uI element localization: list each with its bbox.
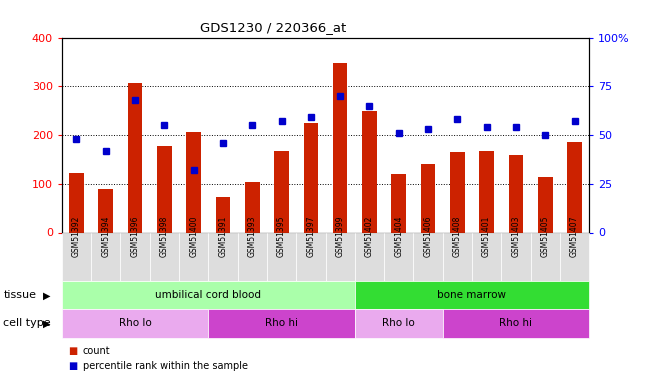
Text: GSM51393: GSM51393 xyxy=(248,215,256,257)
Bar xyxy=(186,132,201,232)
Text: percentile rank within the sample: percentile rank within the sample xyxy=(83,361,247,370)
Bar xyxy=(450,152,465,232)
Text: GSM51398: GSM51398 xyxy=(160,216,169,257)
Text: GSM51407: GSM51407 xyxy=(570,215,579,257)
Text: ▶: ▶ xyxy=(43,318,51,328)
Text: Rho hi: Rho hi xyxy=(499,318,533,328)
Text: ■: ■ xyxy=(68,361,77,370)
Bar xyxy=(421,164,436,232)
Text: umbilical cord blood: umbilical cord blood xyxy=(156,290,261,300)
Text: GSM51404: GSM51404 xyxy=(395,215,403,257)
Bar xyxy=(567,142,582,232)
Text: GSM51391: GSM51391 xyxy=(219,216,227,257)
Text: Rho lo: Rho lo xyxy=(118,318,152,328)
Bar xyxy=(215,197,230,232)
Text: GSM51406: GSM51406 xyxy=(424,215,432,257)
Bar xyxy=(479,151,494,232)
Text: GSM51402: GSM51402 xyxy=(365,216,374,257)
Text: cell type: cell type xyxy=(3,318,51,328)
Bar xyxy=(362,111,377,232)
Bar xyxy=(69,173,84,232)
Bar xyxy=(538,177,553,232)
Text: GSM51392: GSM51392 xyxy=(72,216,81,257)
Bar xyxy=(245,182,260,232)
Bar xyxy=(303,123,318,232)
Text: GSM51397: GSM51397 xyxy=(307,215,315,257)
Text: bone marrow: bone marrow xyxy=(437,290,506,300)
Text: Rho hi: Rho hi xyxy=(265,318,298,328)
Text: ■: ■ xyxy=(68,346,77,355)
Bar xyxy=(508,156,523,232)
Text: GDS1230 / 220366_at: GDS1230 / 220366_at xyxy=(201,21,346,34)
Bar xyxy=(333,63,348,232)
Text: GSM51396: GSM51396 xyxy=(131,215,139,257)
Text: Rho lo: Rho lo xyxy=(382,318,415,328)
Text: count: count xyxy=(83,346,110,355)
Text: GSM51408: GSM51408 xyxy=(453,216,462,257)
Text: GSM51399: GSM51399 xyxy=(336,215,344,257)
Bar xyxy=(98,189,113,232)
Text: GSM51394: GSM51394 xyxy=(102,215,110,257)
Bar xyxy=(157,146,172,232)
Text: GSM51401: GSM51401 xyxy=(482,216,491,257)
Text: ▶: ▶ xyxy=(43,290,51,300)
Bar xyxy=(274,151,289,232)
Text: tissue: tissue xyxy=(3,290,36,300)
Bar xyxy=(391,174,406,232)
Text: GSM51405: GSM51405 xyxy=(541,215,549,257)
Text: GSM51403: GSM51403 xyxy=(512,215,520,257)
Text: GSM51395: GSM51395 xyxy=(277,215,286,257)
Bar xyxy=(128,83,143,232)
Text: GSM51400: GSM51400 xyxy=(189,215,198,257)
